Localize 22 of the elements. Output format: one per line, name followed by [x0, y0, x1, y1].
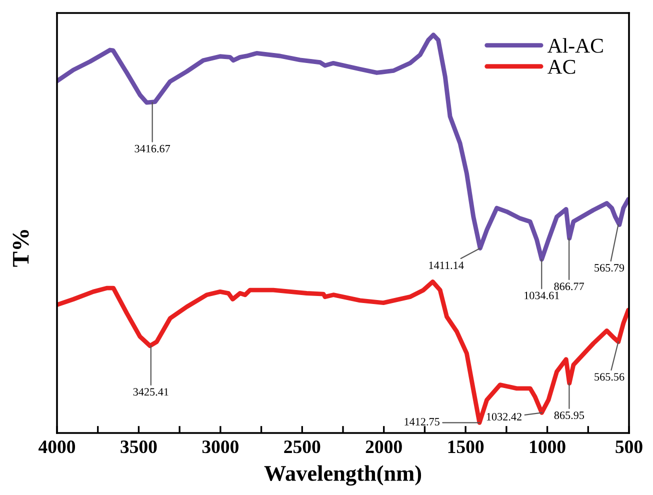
x-tick-label: 2500: [284, 440, 320, 454]
x-axis-title: Wavelength(nm): [264, 465, 422, 486]
legend-label: AC: [547, 60, 576, 74]
annotation: 865.95: [554, 412, 584, 420]
annotation: 1034.61: [524, 292, 560, 300]
x-tick-label: 2000: [366, 440, 402, 454]
legend-label: Al-AC: [547, 38, 603, 53]
annotation: 565.79: [594, 264, 624, 272]
x-tick-label: 3000: [202, 440, 238, 454]
annotation: 1032.42: [486, 412, 522, 421]
annotation: 3416.67: [134, 144, 170, 152]
x-tick-label: 1000: [530, 440, 566, 454]
x-tick-label: 4000: [38, 440, 76, 454]
annotation: 565.56: [594, 373, 624, 381]
annotation: 866.77: [554, 282, 584, 290]
annotation: 1412.75: [404, 418, 440, 426]
x-tick-label: 1500: [448, 440, 484, 454]
annotation: 1411.14: [429, 262, 464, 270]
annotation: 3425.41: [133, 388, 168, 396]
x-tick-label: 3500: [120, 440, 157, 454]
x-tick-label: 500: [616, 440, 642, 454]
y-axis-title: T%: [12, 230, 29, 267]
